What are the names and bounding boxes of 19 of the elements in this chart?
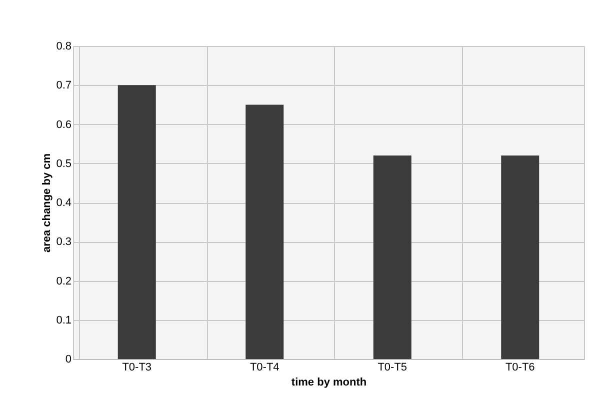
x-tick-label: T0-T6 (505, 362, 535, 374)
bar (118, 85, 156, 359)
y-tick-label: 0.7 (56, 80, 72, 92)
x-tick-label: T0-T3 (122, 362, 152, 374)
y-tick-label: 0.2 (56, 275, 72, 288)
bar (246, 104, 284, 359)
y-tick-label: 0.1 (56, 314, 72, 326)
x-tick-label: T0-T4 (250, 362, 280, 374)
bar (373, 156, 412, 359)
y-axis-title: area change by cm (41, 153, 54, 253)
y-tick-label: 0.3 (56, 236, 72, 248)
y-tick-label: 0 (65, 354, 72, 366)
y-tick-label: 0.5 (56, 158, 72, 170)
y-tick-label: 0.8 (56, 40, 72, 52)
x-axis-title: time by month (291, 376, 367, 388)
x-tick-label: T0-T5 (378, 362, 408, 374)
y-tick-label: 0.4 (56, 197, 72, 209)
y-tick-label: 0.6 (56, 118, 72, 131)
bar (501, 156, 540, 359)
